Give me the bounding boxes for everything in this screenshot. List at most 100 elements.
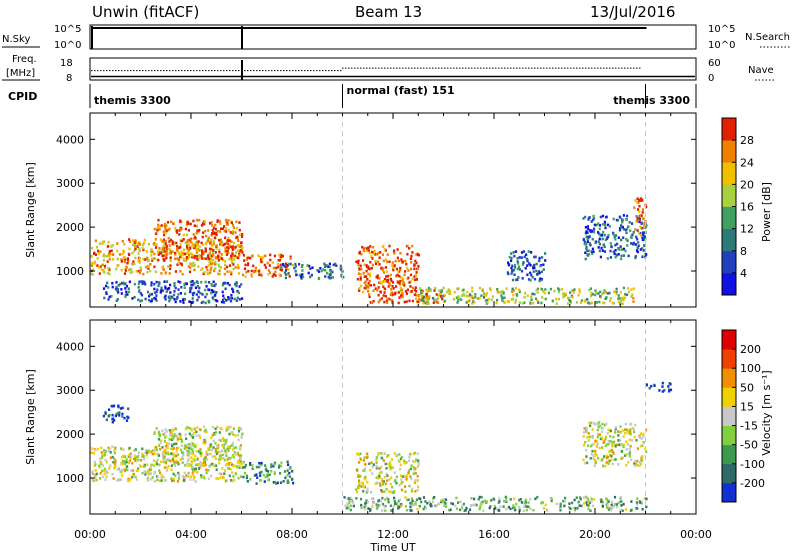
heatmap-cell: [245, 270, 248, 274]
heatmap-cell: [368, 462, 371, 466]
heatmap-cell: [240, 436, 243, 440]
heatmap-cell: [529, 263, 532, 267]
heatmap-cell: [625, 453, 628, 456]
heatmap-cell: [191, 243, 194, 247]
heatmap-cell: [642, 217, 645, 221]
heatmap-cell: [236, 256, 239, 259]
heatmap-cell: [146, 270, 149, 274]
heatmap-cell: [391, 466, 395, 469]
heatmap-cell: [604, 444, 607, 448]
heatmap-cell: [157, 223, 160, 227]
heatmap-cell: [199, 428, 202, 431]
heatmap-cell: [279, 268, 282, 271]
heatmap-cell: [204, 288, 207, 292]
heatmap-cell: [617, 236, 620, 239]
heatmap-cell: [128, 253, 131, 257]
heatmap-cell: [381, 483, 384, 486]
heatmap-cell: [503, 499, 506, 503]
heatmap-cell: [382, 459, 385, 462]
heatmap-cell: [210, 282, 213, 286]
heatmap-cell: [288, 471, 291, 475]
heatmap-cell: [110, 249, 113, 253]
heatmap-cell: [387, 278, 390, 282]
heatmap-cell: [164, 271, 167, 275]
heatmap-cell: [563, 294, 566, 297]
heatmap-cell: [408, 281, 411, 284]
heatmap-cell: [183, 479, 186, 482]
heatmap-cell: [401, 282, 405, 286]
heatmap-cell: [196, 243, 199, 247]
heatmap-cell: [513, 254, 516, 258]
heatmap-cell: [224, 263, 227, 267]
heatmap-cell: [497, 508, 500, 512]
heatmap-cell: [194, 443, 197, 446]
heatmap-cell: [157, 438, 161, 441]
heatmap-cell: [320, 269, 323, 273]
colorbar-swatch: [722, 250, 736, 274]
heatmap-cell: [114, 287, 118, 291]
heatmap-cell: [376, 274, 379, 277]
heatmap-cell: [178, 233, 181, 236]
heatmap-cell: [208, 247, 212, 251]
heatmap-cell: [260, 463, 263, 467]
heatmap-cell: [214, 260, 217, 264]
heatmap-cell: [587, 301, 590, 305]
heatmap-cell: [604, 435, 607, 439]
heatmap-cell: [644, 255, 647, 259]
heatmap-cell: [413, 468, 416, 472]
heatmap-cell: [394, 502, 397, 506]
heatmap-cell: [427, 286, 430, 290]
heatmap-cell: [587, 436, 590, 439]
heatmap-cell: [367, 286, 370, 289]
heatmap-cell: [388, 260, 391, 264]
heatmap-cell: [227, 467, 230, 470]
heatmap-cell: [176, 453, 179, 456]
heatmap-cell: [648, 386, 651, 390]
heatmap-cell: [242, 460, 245, 464]
colorbar-tick-label: 16: [740, 201, 754, 214]
heatmap-cell: [90, 264, 94, 267]
heatmap-cell: [142, 280, 145, 284]
heatmap-cell: [235, 227, 239, 230]
heatmap-cell: [218, 238, 221, 242]
heatmap-cell: [113, 404, 116, 408]
heatmap-cell: [387, 462, 390, 466]
heatmap-cell: [494, 507, 497, 510]
heatmap-cell: [217, 256, 220, 259]
heatmap-cell: [630, 439, 633, 442]
heatmap-cell: [644, 226, 647, 229]
heatmap-cell: [188, 256, 191, 259]
colorbar-tick-label: 24: [740, 156, 754, 169]
heatmap-cell: [415, 297, 418, 300]
heatmap-cell: [413, 451, 416, 455]
heatmap-cell: [214, 293, 217, 297]
heatmap-cell: [193, 291, 196, 295]
heatmap-cell: [214, 223, 217, 227]
heatmap-cell: [124, 282, 127, 285]
heatmap-cell: [522, 505, 526, 508]
heatmap-cell: [108, 252, 111, 255]
heatmap-cell: [419, 288, 422, 292]
heatmap-cell: [502, 292, 505, 295]
heatmap-cell: [265, 469, 268, 473]
heatmap-cell: [617, 294, 620, 297]
heatmap-cell: [399, 268, 402, 272]
heatmap-cell: [538, 271, 541, 275]
heatmap-cell: [356, 452, 359, 456]
heatmap-cell: [637, 241, 640, 244]
heatmap-cell: [174, 253, 177, 256]
heatmap-cell: [221, 283, 224, 287]
heatmap-cell: [602, 243, 605, 246]
heatmap-cell: [573, 498, 576, 502]
heatmap-cell: [212, 439, 215, 443]
heatmap-cell: [393, 252, 396, 255]
heatmap-cell: [99, 477, 102, 480]
heatmap-cell: [362, 469, 365, 472]
heatmap-cell: [133, 249, 136, 253]
heatmap-cell: [358, 474, 361, 478]
heatmap-cell: [241, 246, 244, 249]
heatmap-cell: [222, 294, 225, 298]
heatmap-cell: [473, 503, 476, 506]
